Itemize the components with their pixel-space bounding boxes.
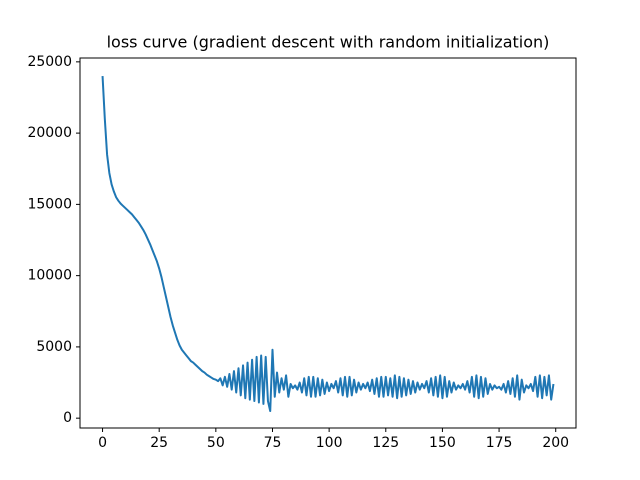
x-tick-label: 75: [264, 435, 282, 451]
plot-frame: [79, 57, 577, 429]
x-tick-label: 0: [98, 435, 107, 451]
x-tick-label: 25: [150, 435, 168, 451]
y-tick-label: 25000: [27, 54, 72, 70]
x-tick-label: 50: [207, 435, 225, 451]
y-tick-label: 15000: [27, 196, 72, 212]
data-line: [101, 76, 555, 413]
chart-title: loss curve (gradient descent with random…: [107, 33, 550, 52]
x-tick-label: 175: [486, 435, 513, 451]
y-tick-label: 5000: [36, 339, 72, 355]
x-tick-label: 200: [542, 435, 569, 451]
x-tick-label: 125: [372, 435, 399, 451]
x-tick-label: 150: [429, 435, 456, 451]
y-tick-label: 20000: [27, 125, 72, 141]
x-tick-label: 100: [316, 435, 343, 451]
y-tick-label: 0: [63, 410, 72, 426]
y-tick-label: 10000: [27, 268, 72, 284]
